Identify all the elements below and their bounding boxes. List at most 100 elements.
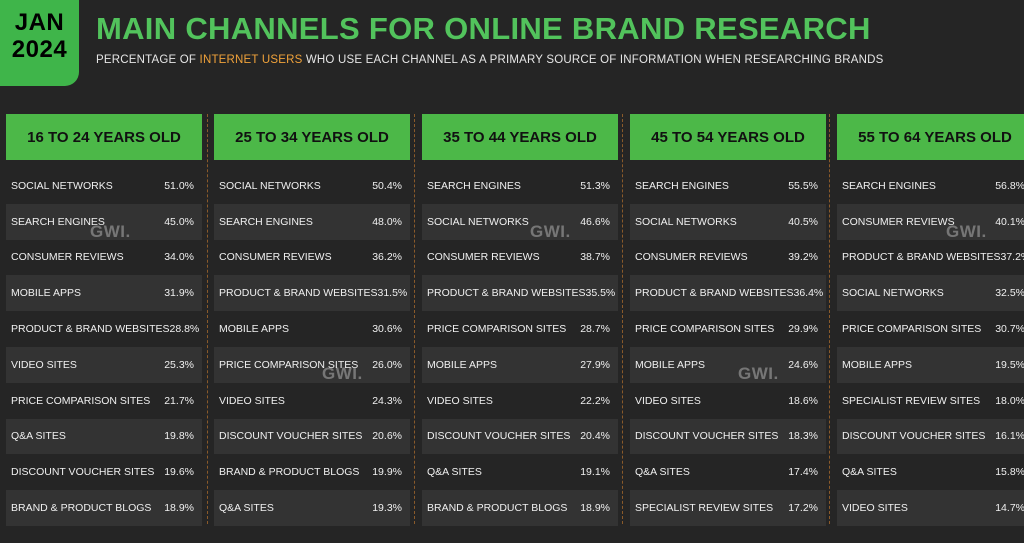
channel-label: SEARCH ENGINES <box>635 179 729 192</box>
channel-value: 48.0% <box>372 215 402 228</box>
channel-value: 20.4% <box>580 430 610 443</box>
age-group-column: 16 TO 24 YEARS OLD SOCIAL NETWORKS 51.0% SE… <box>6 114 202 526</box>
channel-value: 35.5% <box>585 287 616 300</box>
channel-label: DISCOUNT VOUCHER SITES <box>11 466 155 479</box>
table-row: BRAND & PRODUCT BLOGS 19.9% <box>214 454 410 490</box>
channel-value: 30.7% <box>995 323 1024 336</box>
column-divider <box>829 114 830 524</box>
channel-value: 16.1% <box>995 430 1024 443</box>
age-group-header: 35 TO 44 YEARS OLD <box>422 114 618 160</box>
channel-label: CONSUMER REVIEWS <box>635 251 748 264</box>
channel-value: 30.6% <box>372 323 402 336</box>
channel-label: SOCIAL NETWORKS <box>219 179 321 192</box>
channel-label: VIDEO SITES <box>842 502 908 515</box>
table-row: DISCOUNT VOUCHER SITES 16.1% <box>837 418 1024 455</box>
channel-value: 24.6% <box>788 358 818 371</box>
page-subtitle: PERCENTAGE OF INTERNET USERS WHO USE EAC… <box>96 54 884 66</box>
date-badge-year: 2024 <box>11 36 68 63</box>
table-row: SPECIALIST REVIEW SITES 17.2% <box>630 490 826 526</box>
channel-label: SOCIAL NETWORKS <box>427 215 529 228</box>
table-row: SPECIALIST REVIEW SITES 18.0% <box>837 383 1024 419</box>
channel-value: 28.8% <box>169 323 200 336</box>
gwi-watermark: GWI. <box>530 222 571 241</box>
channel-value: 34.0% <box>164 251 194 264</box>
table-row: VIDEO SITES 18.6% <box>630 383 826 419</box>
channel-value: 22.2% <box>580 394 610 407</box>
table-row: DISCOUNT VOUCHER SITES 18.3% <box>630 418 826 455</box>
channel-list: SEARCH ENGINES 51.3% SOCIAL NETWORKS 46.6% C… <box>422 168 618 526</box>
subtitle-before: PERCENTAGE OF <box>96 54 200 66</box>
channel-value: 24.3% <box>372 394 402 407</box>
table-row: Q&A SITES 15.8% <box>837 454 1024 490</box>
channel-label: PRICE COMPARISON SITES <box>635 323 775 336</box>
channel-label: SPECIALIST REVIEW SITES <box>842 394 981 407</box>
channel-label: MOBILE APPS <box>219 323 290 336</box>
channel-label: SEARCH ENGINES <box>842 179 936 192</box>
table-row: SEARCH ENGINES 55.5% <box>630 168 826 204</box>
channel-label: DISCOUNT VOUCHER SITES <box>842 430 986 443</box>
channel-value: 19.8% <box>164 430 194 443</box>
table-row: SEARCH ENGINES 51.3% <box>422 168 618 204</box>
channel-label: VIDEO SITES <box>11 358 77 371</box>
table-row: BRAND & PRODUCT BLOGS 18.9% <box>6 490 202 526</box>
channel-label: VIDEO SITES <box>635 394 701 407</box>
table-row: DISCOUNT VOUCHER SITES 20.4% <box>422 418 618 455</box>
channel-label: PRODUCT & BRAND WEBSITES <box>427 287 586 300</box>
channel-label: SPECIALIST REVIEW SITES <box>635 502 774 515</box>
table-row: Q&A SITES 19.8% <box>6 418 202 455</box>
channel-label: PRODUCT & BRAND WEBSITES <box>635 287 794 300</box>
channel-value: 39.2% <box>788 251 818 264</box>
channel-label: SOCIAL NETWORKS <box>11 179 113 192</box>
channel-value: 37.2% <box>1000 251 1024 264</box>
channel-value: 51.0% <box>164 179 194 192</box>
channel-value: 18.0% <box>995 394 1024 407</box>
column-divider <box>414 114 415 524</box>
table-row: SOCIAL NETWORKS 32.5% <box>837 275 1024 312</box>
channel-label: VIDEO SITES <box>427 394 493 407</box>
table-row: VIDEO SITES 14.7% <box>837 490 1024 526</box>
channel-value: 26.0% <box>372 358 402 371</box>
age-group-column: 35 TO 44 YEARS OLD SEARCH ENGINES 51.3% SOC… <box>422 114 618 526</box>
column-divider <box>622 114 623 524</box>
subtitle-after: WHO USE EACH CHANNEL AS A PRIMARY SOURCE… <box>302 54 884 66</box>
gwi-watermark: GWI. <box>322 364 363 383</box>
channel-value: 18.6% <box>788 394 818 407</box>
channel-label: CONSUMER REVIEWS <box>427 251 540 264</box>
gwi-watermark: GWI. <box>738 364 779 383</box>
channel-value: 40.1% <box>995 215 1024 228</box>
channel-label: DISCOUNT VOUCHER SITES <box>635 430 779 443</box>
table-row: CONSUMER REVIEWS 40.1% <box>837 203 1024 240</box>
channel-list: SOCIAL NETWORKS 50.4% SEARCH ENGINES 48.0% C… <box>214 168 410 526</box>
channel-value: 19.3% <box>372 502 402 515</box>
channel-value: 38.7% <box>580 251 610 264</box>
age-group-column: 45 TO 54 YEARS OLD SEARCH ENGINES 55.5% SOC… <box>630 114 826 526</box>
channel-label: CONSUMER REVIEWS <box>11 251 124 264</box>
channel-value: 31.5% <box>377 287 408 300</box>
table-row: SEARCH ENGINES 56.8% <box>837 168 1024 204</box>
gwi-watermark: GWI. <box>90 222 131 241</box>
column-divider <box>207 114 208 524</box>
age-group-header: 55 TO 64 YEARS OLD <box>837 114 1024 160</box>
channel-value: 19.9% <box>372 466 402 479</box>
channel-value: 45.0% <box>164 215 194 228</box>
channel-label: PRODUCT & BRAND WEBSITES <box>11 323 170 336</box>
table-row: SOCIAL NETWORKS 46.6% <box>422 203 618 240</box>
channel-value: 40.5% <box>788 215 818 228</box>
table-row: PRICE COMPARISON SITES 29.9% <box>630 311 826 347</box>
channel-list: SEARCH ENGINES 56.8% CONSUMER REVIEWS 40.1%… <box>837 168 1024 526</box>
channel-value: 17.4% <box>788 466 818 479</box>
age-group-column: 25 TO 34 YEARS OLD SOCIAL NETWORKS 50.4% SE… <box>214 114 410 526</box>
channel-label: DISCOUNT VOUCHER SITES <box>427 430 571 443</box>
table-row: SOCIAL NETWORKS 40.5% <box>630 203 826 240</box>
table-row: Q&A SITES 17.4% <box>630 454 826 490</box>
channel-table: 16 TO 24 YEARS OLD SOCIAL NETWORKS 51.0% SE… <box>0 114 1024 543</box>
channel-value: 14.7% <box>995 502 1024 515</box>
channel-value: 19.5% <box>995 358 1024 371</box>
channel-value: 31.9% <box>164 287 194 300</box>
table-row: SOCIAL NETWORKS 51.0% <box>6 168 202 204</box>
age-group-header: 16 TO 24 YEARS OLD <box>6 114 202 160</box>
channel-label: MOBILE APPS <box>635 358 706 371</box>
table-row: DISCOUNT VOUCHER SITES 19.6% <box>6 454 202 490</box>
gwi-watermark: GWI. <box>946 222 987 241</box>
channel-value: 46.6% <box>580 215 610 228</box>
